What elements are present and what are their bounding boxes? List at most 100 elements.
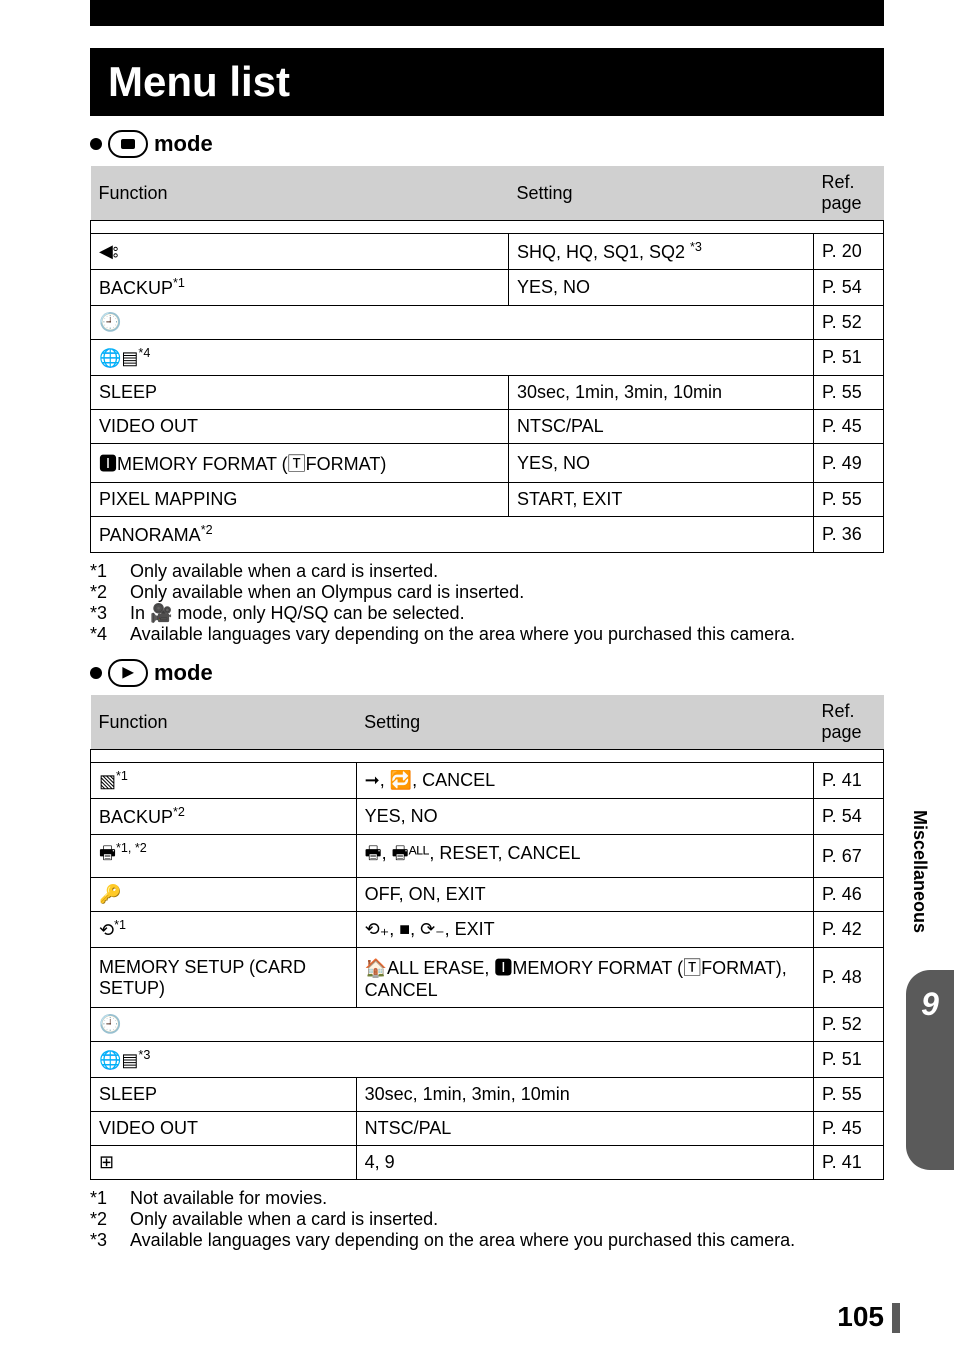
table-row: ⟲*1⟲₊, ■, ⟳₋, EXITP. 42 [91, 912, 884, 948]
footnote: *2Only available when a card is inserted… [90, 1209, 884, 1230]
top-black-bar [90, 0, 884, 26]
cell-ref: P. 45 [814, 1112, 884, 1146]
table-row: 🕘P. 52 [91, 1008, 884, 1042]
footnote-text: Only available when an Olympus card is i… [130, 582, 524, 603]
footnote-text: Available languages vary depending on th… [130, 1230, 795, 1251]
cell-setting: YES, NO [508, 270, 813, 306]
footnote-text: Only available when a card is inserted. [130, 561, 438, 582]
cell-setting: ⟲₊, ■, ⟳₋, EXIT [356, 912, 813, 948]
footnote: *4Available languages vary depending on … [90, 624, 884, 645]
cell-ref: P. 41 [814, 763, 884, 799]
table-row: 🅸MEMORY FORMAT (🅃FORMAT)YES, NOP. 49 [91, 444, 884, 483]
cell-ref: P. 54 [814, 270, 884, 306]
cell-ref: P. 45 [814, 410, 884, 444]
table-row: 🌐▤*3P. 51 [91, 1042, 884, 1078]
table-row: 🔑OFF, ON, EXITP. 46 [91, 878, 884, 912]
footnote-mark: *1 [90, 561, 130, 582]
cell-setting: 30sec, 1min, 3min, 10min [356, 1078, 813, 1112]
cell-function: BACKUP*2 [91, 799, 357, 835]
cell-setting: YES, NO [356, 799, 813, 835]
footnote-mark: *3 [90, 1230, 130, 1251]
table-row: SLEEP30sec, 1min, 3min, 10minP. 55 [91, 376, 884, 410]
cell-ref: P. 67 [814, 835, 884, 878]
table-row: 🕘P. 52 [91, 306, 884, 340]
cell-ref: P. 54 [814, 799, 884, 835]
footnote-text: In 🎥 mode, only HQ/SQ can be selected. [130, 603, 465, 624]
footnote-mark: *2 [90, 1209, 130, 1230]
chapter-tab: 9 [906, 970, 954, 1170]
col-ref: Ref. page [814, 166, 884, 221]
cell-ref: P. 48 [814, 948, 884, 1008]
footnote: *2Only available when an Olympus card is… [90, 582, 884, 603]
play-mode-icon [108, 659, 148, 687]
col-setting: Setting [508, 166, 813, 221]
camera-mode-icon [108, 130, 148, 158]
col-function: Function [91, 166, 509, 221]
col-function: Function [91, 695, 357, 750]
cell-setting: SHQ, HQ, SQ1, SQ2 *3 [508, 234, 813, 270]
table-row: MEMORY SETUP (CARD SETUP)🏠ALL ERASE, 🅸ME… [91, 948, 884, 1008]
cell-setting: YES, NO [508, 444, 813, 483]
footnote-text: Only available when a card is inserted. [130, 1209, 438, 1230]
shoot-mode-table: Function Setting Ref. page ◀⦂SHQ, HQ, SQ… [90, 166, 884, 553]
cell-function: SLEEP [91, 376, 509, 410]
cell-function: ◀⦂ [91, 234, 509, 270]
cell-ref: P. 52 [814, 306, 884, 340]
cell-function: 🖶*1, *2 [91, 835, 357, 878]
mode-label: mode [154, 131, 213, 157]
cell-function: VIDEO OUT [91, 1112, 357, 1146]
cell-function: PANORAMA*2 [91, 517, 814, 553]
cell-ref: P. 55 [814, 376, 884, 410]
footnote-mark: *2 [90, 582, 130, 603]
table-row: ◀⦂SHQ, HQ, SQ1, SQ2 *3P. 20 [91, 234, 884, 270]
cell-function: BACKUP*1 [91, 270, 509, 306]
page-title: Menu list [90, 48, 884, 116]
play-footnotes: *1Not available for movies.*2Only availa… [90, 1188, 884, 1251]
cell-setting: 30sec, 1min, 3min, 10min [508, 376, 813, 410]
shoot-mode-heading: mode [90, 130, 884, 158]
footnote-mark: *1 [90, 1188, 130, 1209]
cell-ref: P. 36 [814, 517, 884, 553]
col-setting: Setting [356, 695, 813, 750]
play-mode-heading: mode [90, 659, 884, 687]
mode-label: mode [154, 660, 213, 686]
cell-setting: 🏠ALL ERASE, 🅸MEMORY FORMAT (🅃FORMAT), CA… [356, 948, 813, 1008]
footnote-mark: *4 [90, 624, 130, 645]
cell-function: ⟲*1 [91, 912, 357, 948]
table-row: 🌐▤*4P. 51 [91, 340, 884, 376]
cell-function: ⊞ [91, 1146, 357, 1180]
play-mode-table: Function Setting Ref. page ▧*1➞, 🔁, CANC… [90, 695, 884, 1180]
footnote: *1Not available for movies. [90, 1188, 884, 1209]
chapter-number: 9 [921, 986, 939, 1023]
table-row: ⊞4, 9P. 41 [91, 1146, 884, 1180]
col-ref: Ref. page [814, 695, 884, 750]
table-row: 🖶*1, *2🖶, 🖶ᴬᴸᴸ, RESET, CANCELP. 67 [91, 835, 884, 878]
cell-ref: P. 49 [814, 444, 884, 483]
cell-ref: P. 41 [814, 1146, 884, 1180]
cell-function: ▧*1 [91, 763, 357, 799]
cell-setting: 4, 9 [356, 1146, 813, 1180]
cell-function: 🕘 [91, 306, 814, 340]
bullet-icon [90, 138, 102, 150]
cell-function: VIDEO OUT [91, 410, 509, 444]
cell-ref: P. 51 [814, 1042, 884, 1078]
cell-setting: NTSC/PAL [356, 1112, 813, 1146]
footnote-text: Available languages vary depending on th… [130, 624, 795, 645]
cell-setting: START, EXIT [508, 483, 813, 517]
page-mark [892, 1303, 900, 1333]
cell-function: PIXEL MAPPING [91, 483, 509, 517]
cell-function: SLEEP [91, 1078, 357, 1112]
table-row: PANORAMA*2P. 36 [91, 517, 884, 553]
table-row: VIDEO OUTNTSC/PALP. 45 [91, 410, 884, 444]
cell-function: 🔑 [91, 878, 357, 912]
footnote-text: Not available for movies. [130, 1188, 327, 1209]
side-label: Miscellaneous [909, 810, 930, 933]
page-number: 105 [837, 1301, 884, 1333]
cell-function: 🕘 [91, 1008, 814, 1042]
table-row: ▧*1➞, 🔁, CANCELP. 41 [91, 763, 884, 799]
cell-ref: P. 51 [814, 340, 884, 376]
cell-ref: P. 20 [814, 234, 884, 270]
cell-setting: OFF, ON, EXIT [356, 878, 813, 912]
cell-setting: 🖶, 🖶ᴬᴸᴸ, RESET, CANCEL [356, 835, 813, 878]
cell-ref: P. 55 [814, 483, 884, 517]
